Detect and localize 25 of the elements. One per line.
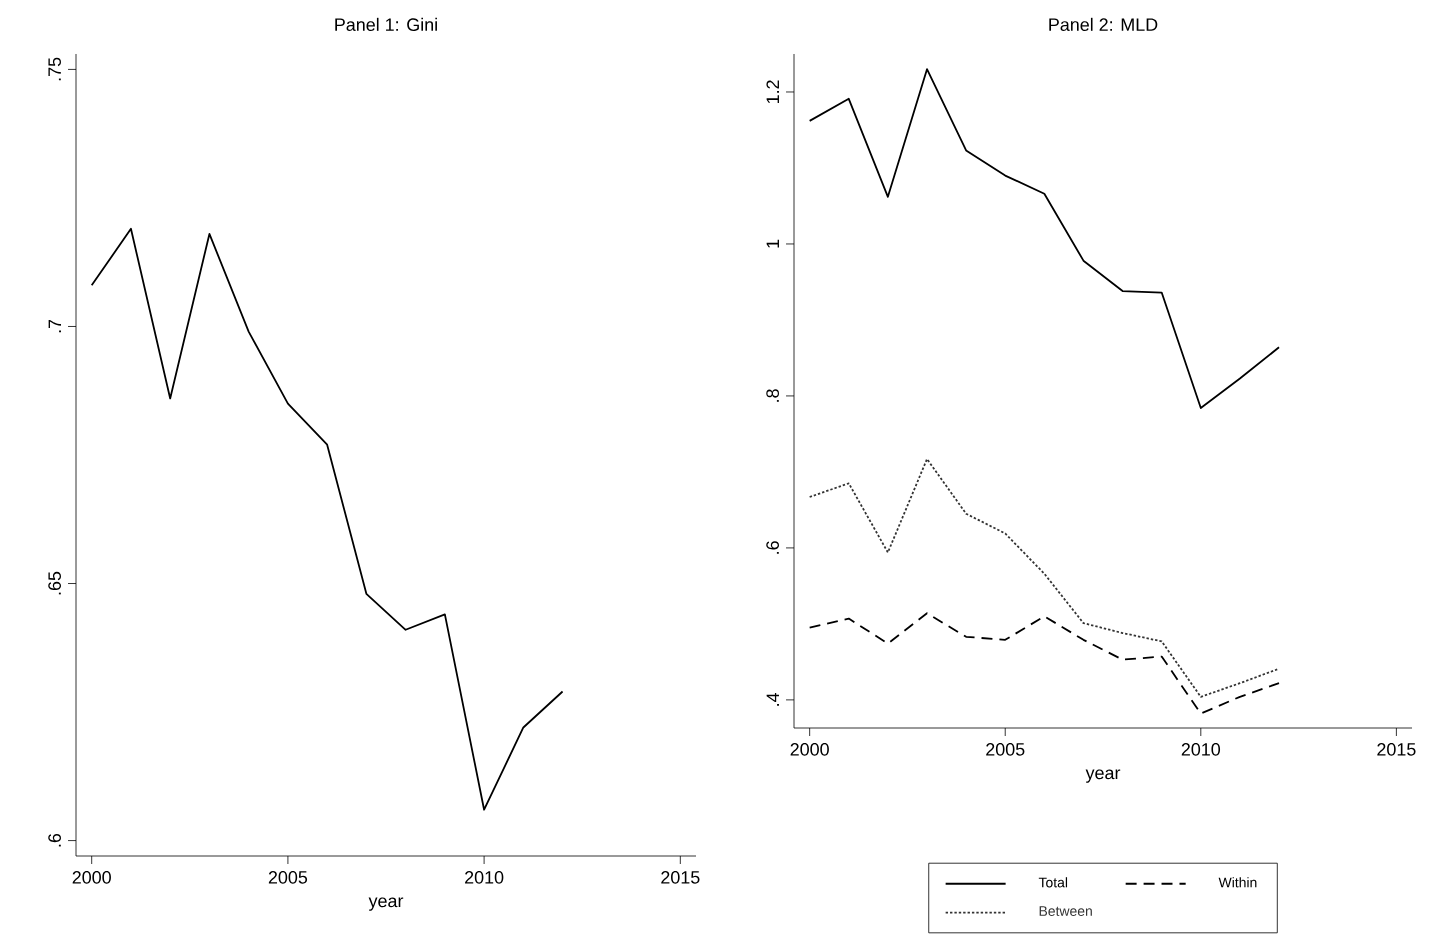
line-series [808,612,1280,715]
y-tick-label: 1.2 [766,80,779,104]
y-tick-label: .75 [48,57,61,81]
line-series [90,227,564,811]
x-axis-title: year [1085,769,1121,783]
y-tick-label: .6 [766,541,779,554]
y-tick-label: .7 [48,319,61,333]
line-series [808,458,1280,698]
x-tick-label: 2005 [986,743,1025,756]
y-tick-label: .65 [48,571,61,595]
x-axis-title: year [368,897,404,911]
x-tick-label: 2015 [661,871,700,884]
y-tick-label: .4 [766,692,779,706]
y-tick-label: 1 [766,239,779,248]
x-tick-label: 2010 [465,871,504,884]
x-tick-label: 2015 [1377,743,1416,756]
line-series [808,68,1280,409]
y-tick-label: .6 [48,833,61,847]
chart-title: Panel 2: MLD [1049,17,1158,31]
x-tick-label: 2000 [72,871,111,884]
x-tick-label: 2010 [1181,743,1221,756]
y-tick-label: .8 [766,389,779,402]
x-tick-label: 2000 [790,743,829,756]
chart-title: Panel 1: Gini [335,17,437,32]
x-tick-label: 2005 [268,871,308,884]
